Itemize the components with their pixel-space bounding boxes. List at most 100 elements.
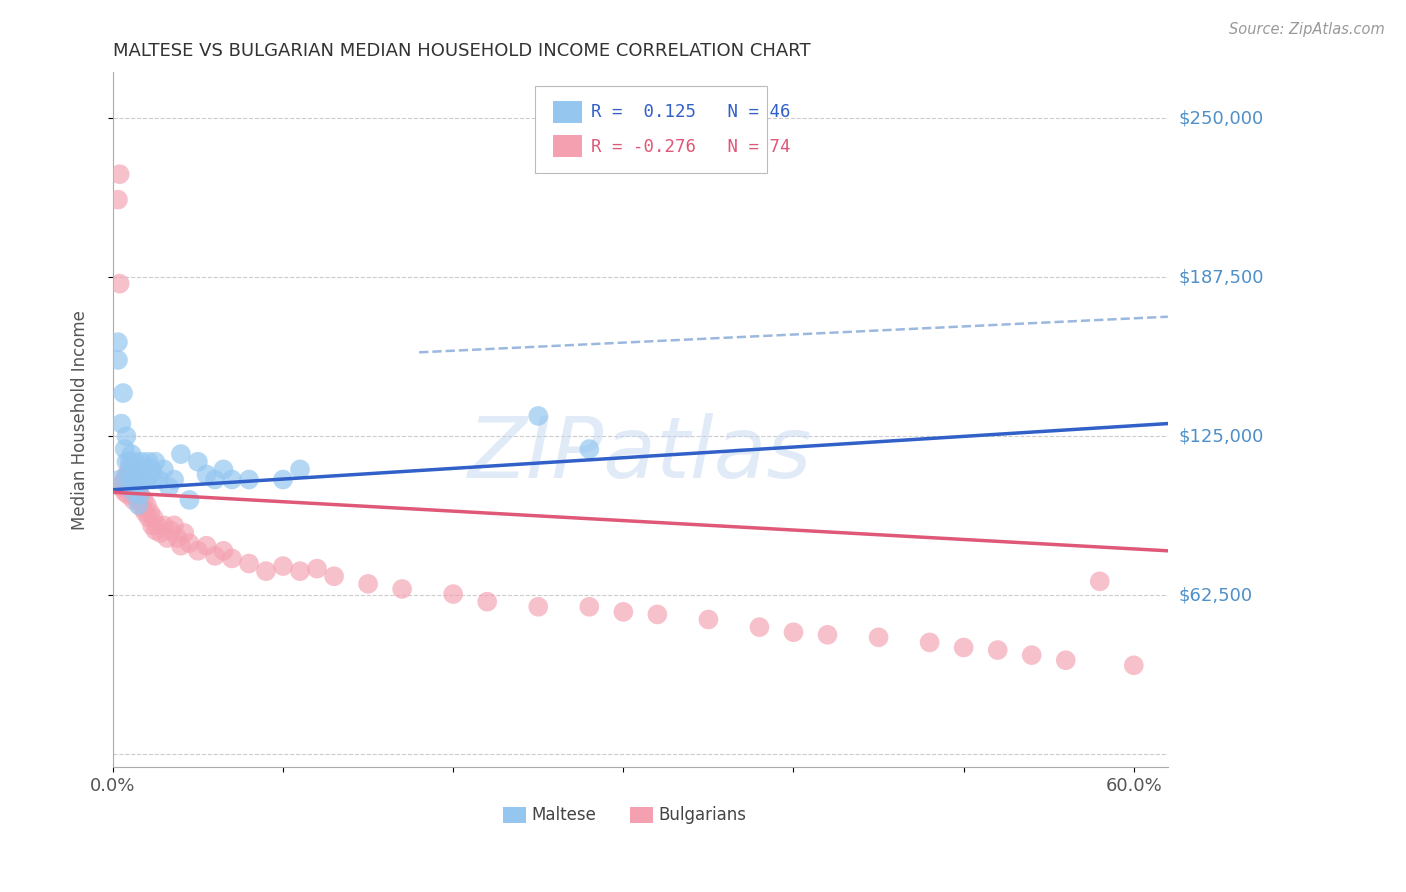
Point [527,409,550,423]
Text: R =  0.125   N = 46: R = 0.125 N = 46 [591,103,790,121]
Point [578,442,600,456]
Text: Source: ZipAtlas.com: Source: ZipAtlas.com [1229,22,1385,37]
Point [238,557,260,571]
Point [173,526,195,541]
Point [127,492,149,507]
Point [124,455,146,469]
Point [153,462,176,476]
Point [170,539,193,553]
Point [148,473,170,487]
Point [115,455,138,469]
Point [142,473,165,487]
Point [124,475,146,489]
Bar [630,807,652,822]
Point [578,599,600,614]
Point [131,500,153,515]
Point [204,473,226,487]
Bar [553,135,582,157]
Point [127,498,149,512]
Point [271,559,294,574]
Point [122,492,145,507]
Point [817,628,839,642]
Point [118,455,141,469]
Point [612,605,634,619]
Point [110,480,132,494]
Point [118,459,141,474]
Point [305,561,328,575]
Point [153,518,176,533]
Point [204,549,226,563]
Text: $62,500: $62,500 [1180,586,1253,605]
Point [117,475,139,489]
Point [122,462,145,476]
Point [132,492,155,507]
Text: $125,000: $125,000 [1180,427,1264,445]
Point [868,630,890,644]
Point [121,447,143,461]
Point [697,613,720,627]
Point [141,518,163,533]
Point [138,455,160,469]
Bar [553,101,582,123]
Text: $187,500: $187,500 [1180,268,1264,286]
Point [121,473,143,487]
Point [122,480,145,494]
Point [108,277,131,291]
Point [115,467,138,482]
Point [149,526,172,541]
Point [129,488,152,502]
Point [1122,658,1144,673]
Point [145,524,167,538]
Point [121,480,143,494]
Point [952,640,974,655]
Point [323,569,346,583]
Point [114,485,136,500]
Point [131,455,153,469]
Point [1054,653,1077,667]
Point [122,485,145,500]
Point [782,625,804,640]
Point [163,473,186,487]
Point [212,543,235,558]
Point [477,595,499,609]
Point [134,462,156,476]
Point [647,607,669,622]
Point [221,473,243,487]
Point [156,531,179,545]
Point [114,442,136,456]
Point [114,473,136,487]
Point [254,564,277,578]
Point [441,587,464,601]
Point [118,475,141,489]
Point [110,417,132,431]
Point [179,536,201,550]
Point [107,335,129,350]
Point [112,475,135,489]
Y-axis label: Median Household Income: Median Household Income [72,310,89,530]
Point [179,492,201,507]
Text: $250,000: $250,000 [1180,109,1264,128]
Point [157,480,180,494]
Point [159,524,181,538]
Point [146,518,169,533]
Bar [503,807,526,822]
Point [107,353,129,368]
Point [271,473,294,487]
Point [125,485,148,500]
Point [107,193,129,207]
Text: Maltese: Maltese [531,806,596,824]
Point [117,467,139,482]
Point [127,467,149,482]
Point [125,473,148,487]
Point [195,467,218,482]
Point [357,577,380,591]
Point [124,488,146,502]
Point [135,473,157,487]
Point [1021,648,1043,662]
Point [527,599,550,614]
Point [118,475,141,489]
Point [238,473,260,487]
Point [170,447,193,461]
Point [139,467,162,482]
Point [139,506,162,520]
